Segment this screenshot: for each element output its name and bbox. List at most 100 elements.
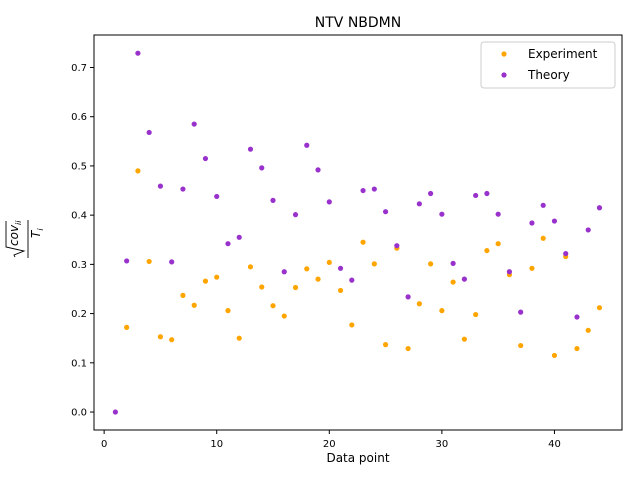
y-tick-label: 0.3 <box>71 260 87 271</box>
point-theory <box>247 146 254 152</box>
point-theory <box>416 201 422 207</box>
point-experiment <box>281 313 287 319</box>
point-experiment <box>169 337 175 343</box>
point-experiment <box>191 302 197 308</box>
legend-marker-theory <box>501 72 507 78</box>
point-theory <box>169 259 175 265</box>
point-theory <box>529 220 535 226</box>
point-theory <box>270 197 276 203</box>
point-experiment <box>225 308 231 314</box>
y-tick-label: 0.4 <box>71 211 87 222</box>
point-experiment <box>574 345 580 352</box>
point-experiment <box>337 287 344 294</box>
point-theory <box>135 50 141 56</box>
y-axis-ticks: 0.0 0.1 0.2 0.3 0.4 0.5 0.6 0.7 <box>71 63 94 419</box>
x-tick-label: 30 <box>436 439 449 450</box>
point-theory <box>382 209 389 215</box>
point-experiment <box>495 241 501 247</box>
point-experiment <box>382 342 389 348</box>
point-theory <box>112 409 118 415</box>
point-experiment <box>157 334 164 340</box>
point-experiment <box>585 327 591 333</box>
legend: Experiment Theory <box>480 41 616 89</box>
point-experiment <box>247 264 254 270</box>
y-label-sqrt-sign <box>5 221 26 258</box>
point-experiment <box>518 342 524 349</box>
point-theory <box>180 186 186 192</box>
point-experiment <box>461 336 467 342</box>
point-experiment <box>450 279 456 285</box>
y-tick-label: 0.1 <box>71 358 87 369</box>
point-theory <box>450 260 456 266</box>
point-theory <box>394 243 400 249</box>
point-experiment <box>315 276 321 282</box>
y-label-num: covii <box>7 220 23 246</box>
point-theory <box>360 187 366 194</box>
data-points <box>112 50 603 415</box>
plot-frame <box>93 34 623 431</box>
point-experiment <box>326 259 332 266</box>
point-experiment <box>416 301 422 307</box>
point-theory <box>214 193 220 200</box>
point-theory <box>585 227 591 233</box>
point-theory <box>157 183 164 189</box>
point-theory <box>191 121 197 127</box>
y-tick-label: 0.0 <box>71 408 87 419</box>
point-theory <box>518 309 524 315</box>
legend-box <box>480 41 616 89</box>
point-experiment <box>124 324 130 330</box>
point-theory <box>428 190 434 197</box>
point-theory <box>259 165 265 171</box>
point-experiment <box>473 311 479 318</box>
point-experiment <box>596 305 603 311</box>
point-experiment <box>439 308 445 314</box>
y-axis-label: covii Ti <box>5 220 45 258</box>
point-experiment <box>304 266 310 272</box>
plot-area <box>94 35 622 430</box>
point-theory <box>236 234 242 240</box>
point-experiment <box>371 261 377 267</box>
point-experiment <box>135 168 141 174</box>
x-tick-label: 10 <box>210 439 223 450</box>
x-axis-ticks: 0 10 20 30 40 <box>101 430 561 450</box>
point-experiment <box>214 274 220 280</box>
point-experiment <box>540 235 546 241</box>
point-theory <box>225 241 231 247</box>
point-experiment <box>202 278 209 284</box>
point-experiment <box>405 345 411 352</box>
point-experiment <box>484 247 490 254</box>
point-experiment <box>349 322 355 328</box>
y-tick-label: 0.2 <box>71 309 87 320</box>
point-experiment <box>428 261 434 267</box>
point-theory <box>405 294 411 300</box>
y-tick-label: 0.5 <box>71 161 87 172</box>
point-theory <box>281 269 287 275</box>
point-experiment <box>146 258 152 265</box>
point-theory <box>473 192 479 199</box>
point-theory <box>315 167 321 173</box>
point-theory <box>461 276 467 282</box>
point-theory <box>506 269 513 275</box>
point-theory <box>563 250 569 257</box>
y-tick-label: 0.7 <box>71 63 87 74</box>
point-theory <box>484 190 490 197</box>
point-experiment <box>551 352 558 359</box>
y-label-den: Ti <box>29 228 45 238</box>
x-tick-label: 20 <box>323 439 336 450</box>
point-experiment <box>360 239 366 245</box>
point-theory <box>337 265 344 271</box>
x-tick-label: 40 <box>548 439 561 450</box>
point-experiment <box>529 265 535 271</box>
point-theory <box>540 202 546 208</box>
point-theory <box>574 314 580 320</box>
point-theory <box>292 212 299 218</box>
y-tick-label: 0.6 <box>71 112 87 123</box>
point-theory <box>439 211 445 217</box>
point-theory <box>326 199 332 205</box>
point-experiment <box>259 284 265 290</box>
point-theory <box>495 211 501 217</box>
legend-label-theory: Theory <box>527 68 570 82</box>
chart-title: NTV NBDMN <box>315 15 401 31</box>
legend-label-experiment: Experiment <box>528 47 598 61</box>
point-theory <box>371 186 377 192</box>
